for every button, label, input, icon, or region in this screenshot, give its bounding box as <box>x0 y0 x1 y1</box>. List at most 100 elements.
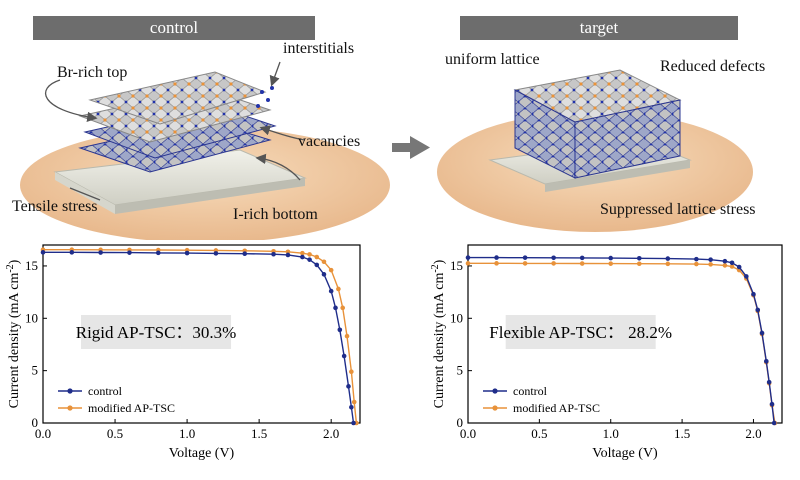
data-point-modified <box>551 261 556 266</box>
y-axis-label-text: Current density (mA cm-2) <box>5 259 22 408</box>
data-point-modified <box>336 286 341 292</box>
y-axis-label-sup: -2 <box>5 264 16 272</box>
plot-frame <box>42 244 361 424</box>
x-axis-label: Voltage (V) <box>592 446 658 461</box>
data-point-modified <box>307 252 312 257</box>
data-point-control <box>744 274 749 279</box>
x-tick-label: 0.0 <box>460 426 476 441</box>
data-point-control <box>608 255 614 261</box>
annotation-text: Flexible AP-TSC： 28.2% <box>489 323 672 342</box>
y-tick-label: 0 <box>457 415 464 430</box>
data-point-control <box>736 264 742 270</box>
data-point-control <box>321 272 327 277</box>
y-axis-label-main: Current density (mA cm <box>7 273 22 409</box>
tensile-stress-label: Tensile stress <box>12 198 98 215</box>
data-point-control <box>494 255 499 260</box>
data-point-modified <box>708 262 713 267</box>
data-point-modified <box>608 261 614 266</box>
x-tick-label: 0.5 <box>107 426 123 441</box>
data-point-modified <box>744 276 749 281</box>
x-tick-label: 1.0 <box>603 426 619 441</box>
data-point-control <box>307 257 312 262</box>
annotation-box <box>81 315 232 349</box>
y-axis-label-text: Current density (mA cm-2) <box>430 259 447 408</box>
target-banner: target <box>460 16 738 40</box>
y-axis-label: Current density (mA cm-2) <box>430 259 447 408</box>
data-point-control <box>242 251 248 256</box>
transition-arrow-icon <box>392 136 430 159</box>
data-point-modified <box>751 292 756 298</box>
y-tick-label: 10 <box>450 310 463 325</box>
interstitials-label: interstitials <box>283 40 355 57</box>
br-rich-top-label: Br-rich top <box>57 64 128 81</box>
x-axis-label: Voltage (V) <box>169 446 235 461</box>
data-point-modified <box>328 267 334 273</box>
data-point-modified <box>665 261 671 267</box>
data-point-control <box>722 258 728 264</box>
data-point-control <box>769 401 775 407</box>
data-point-control <box>636 255 642 261</box>
data-point-modified <box>755 308 761 314</box>
vacancies-label: vacancies <box>298 133 361 150</box>
data-point-modified <box>354 420 359 426</box>
data-point-modified <box>314 254 320 260</box>
data-point-control <box>271 251 276 257</box>
data-point-modified <box>155 247 161 253</box>
data-point-control <box>579 255 585 261</box>
data-point-modified <box>465 261 471 266</box>
data-point-modified <box>729 264 735 269</box>
data-point-modified <box>522 261 528 266</box>
x-tick-label: 0.5 <box>531 426 547 441</box>
data-point-control <box>349 404 354 410</box>
data-point-modified <box>349 369 354 374</box>
legend-label: control <box>513 384 548 398</box>
legend-swatch-marker <box>492 405 498 411</box>
data-point-control <box>98 250 103 255</box>
data-point-control <box>328 288 334 294</box>
data-point-control <box>708 257 713 262</box>
legend-swatch-marker <box>492 388 498 394</box>
data-point-control <box>729 260 735 266</box>
data-point-control <box>755 307 761 313</box>
data-point-modified <box>340 305 346 311</box>
data-point-modified <box>344 333 350 339</box>
series-line-control <box>43 251 355 424</box>
data-point-control <box>155 250 161 256</box>
data-point-modified <box>40 247 46 253</box>
data-point-control <box>751 291 756 297</box>
y-tick-label: 10 <box>25 310 38 325</box>
annotation-box <box>505 315 656 349</box>
data-point-control <box>759 330 765 336</box>
series-line-modified <box>468 262 776 424</box>
data-point-modified <box>242 248 248 254</box>
series-line-control <box>468 256 775 424</box>
series-line-modified <box>43 248 358 424</box>
data-point-control <box>351 420 356 426</box>
control-banner: control <box>33 16 315 40</box>
y-tick-label: 5 <box>457 363 464 378</box>
data-point-modified <box>769 402 775 408</box>
data-point-control <box>300 254 305 260</box>
x-tick-label: 2.0 <box>323 426 339 441</box>
x-tick-label: 1.5 <box>674 426 690 441</box>
legend-label: modified AP-TSC <box>513 401 600 415</box>
legend-label: control <box>88 384 123 398</box>
y-tick-label: 5 <box>32 363 39 378</box>
y-axis-label: Current density (mA cm-2) <box>5 259 22 408</box>
data-point-control <box>766 379 772 385</box>
legend-swatch-marker <box>67 405 73 411</box>
data-point-modified <box>98 247 103 253</box>
suppressed-lattice-stress-label: Suppressed lattice stress <box>600 201 756 218</box>
data-point-control <box>341 353 347 359</box>
data-point-modified <box>285 249 291 255</box>
uniform-lattice-label: uniform lattice <box>445 51 540 68</box>
data-point-modified <box>184 247 190 253</box>
lattice-illustration <box>20 61 753 240</box>
data-point-modified <box>764 359 769 365</box>
data-point-modified <box>766 380 772 386</box>
x-tick-label: 2.0 <box>745 426 761 441</box>
data-point-control <box>694 256 699 262</box>
annotation-text: Rigid AP-TSC：30.3% <box>76 323 237 342</box>
y-tick-label: 0 <box>32 415 39 430</box>
data-point-modified <box>736 267 742 273</box>
